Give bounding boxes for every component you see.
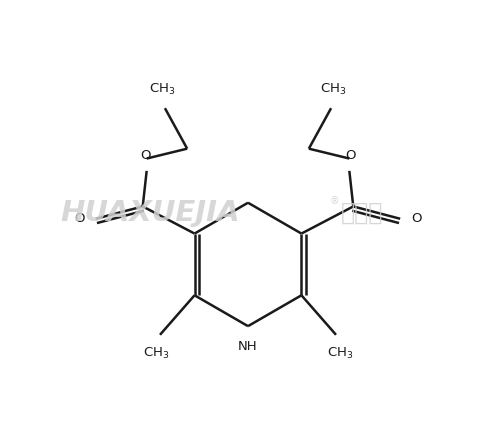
Text: CH$_3$: CH$_3$ <box>320 82 347 97</box>
Text: O: O <box>345 149 356 162</box>
Text: CH$_3$: CH$_3$ <box>327 346 353 361</box>
Text: O: O <box>140 149 151 162</box>
Text: CH$_3$: CH$_3$ <box>143 346 169 361</box>
Text: 化学加: 化学加 <box>341 201 384 224</box>
Text: CH$_3$: CH$_3$ <box>149 82 176 97</box>
Text: ®: ® <box>330 196 340 206</box>
Text: O: O <box>411 212 422 225</box>
Text: O: O <box>74 212 85 225</box>
Text: HUAXUEJIA: HUAXUEJIA <box>60 198 240 227</box>
Text: NH: NH <box>238 340 258 353</box>
